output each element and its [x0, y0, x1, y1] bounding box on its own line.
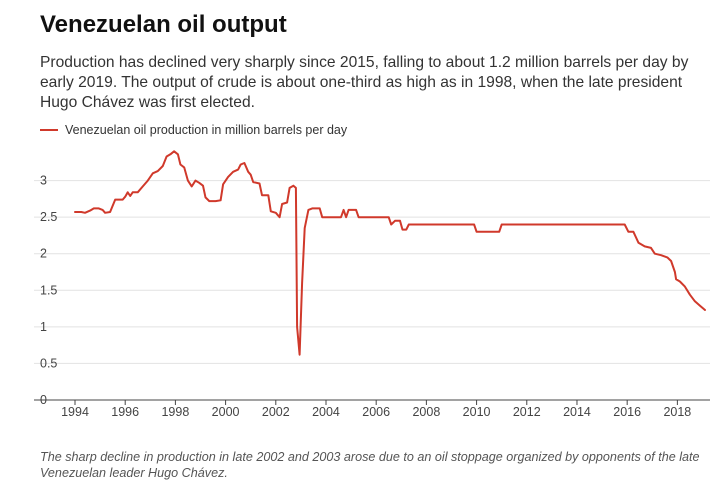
x-tick-label: 2014	[563, 405, 591, 419]
x-tick-label: 2010	[463, 405, 491, 419]
y-tick-label: 0.5	[40, 356, 57, 370]
series-line	[74, 150, 706, 356]
chart-subtitle: Production has declined very sharply sin…	[40, 54, 689, 111]
x-tick-label: 2016	[613, 405, 641, 419]
x-tick-label: 1998	[161, 405, 189, 419]
x-tick-label: 2018	[663, 405, 691, 419]
x-tick-label: 2000	[212, 405, 240, 419]
x-tick-label: 1996	[111, 405, 139, 419]
legend-label: Venezuelan oil production in million bar…	[65, 123, 348, 137]
y-tick-label: 2.5	[40, 210, 57, 224]
chart-note: The sharp decline in production in late …	[40, 450, 700, 480]
x-tick-label: 2012	[513, 405, 541, 419]
x-tick-label: 2006	[362, 405, 390, 419]
x-tick-label: 2004	[312, 405, 340, 419]
y-tick-label: 1.5	[40, 283, 57, 297]
y-tick-label: 1	[40, 320, 47, 334]
y-tick-label: 3	[40, 174, 47, 188]
legend-line-swatch	[40, 129, 58, 131]
legend: Venezuelan oil production in million bar…	[40, 121, 347, 139]
line-chart: 0 0.5 1 1.5 2 2.5 3 1994 1996 1998 2000 2002 2004 200…	[34, 150, 710, 419]
y-tick-label: 2	[40, 247, 47, 261]
x-tick-label: 2002	[262, 405, 290, 419]
x-tick-label: 1994	[61, 405, 89, 419]
chart-title: Venezuelan oil output	[40, 11, 287, 38]
y-tick-label: 0	[40, 393, 47, 407]
x-tick-label: 2008	[412, 405, 440, 419]
